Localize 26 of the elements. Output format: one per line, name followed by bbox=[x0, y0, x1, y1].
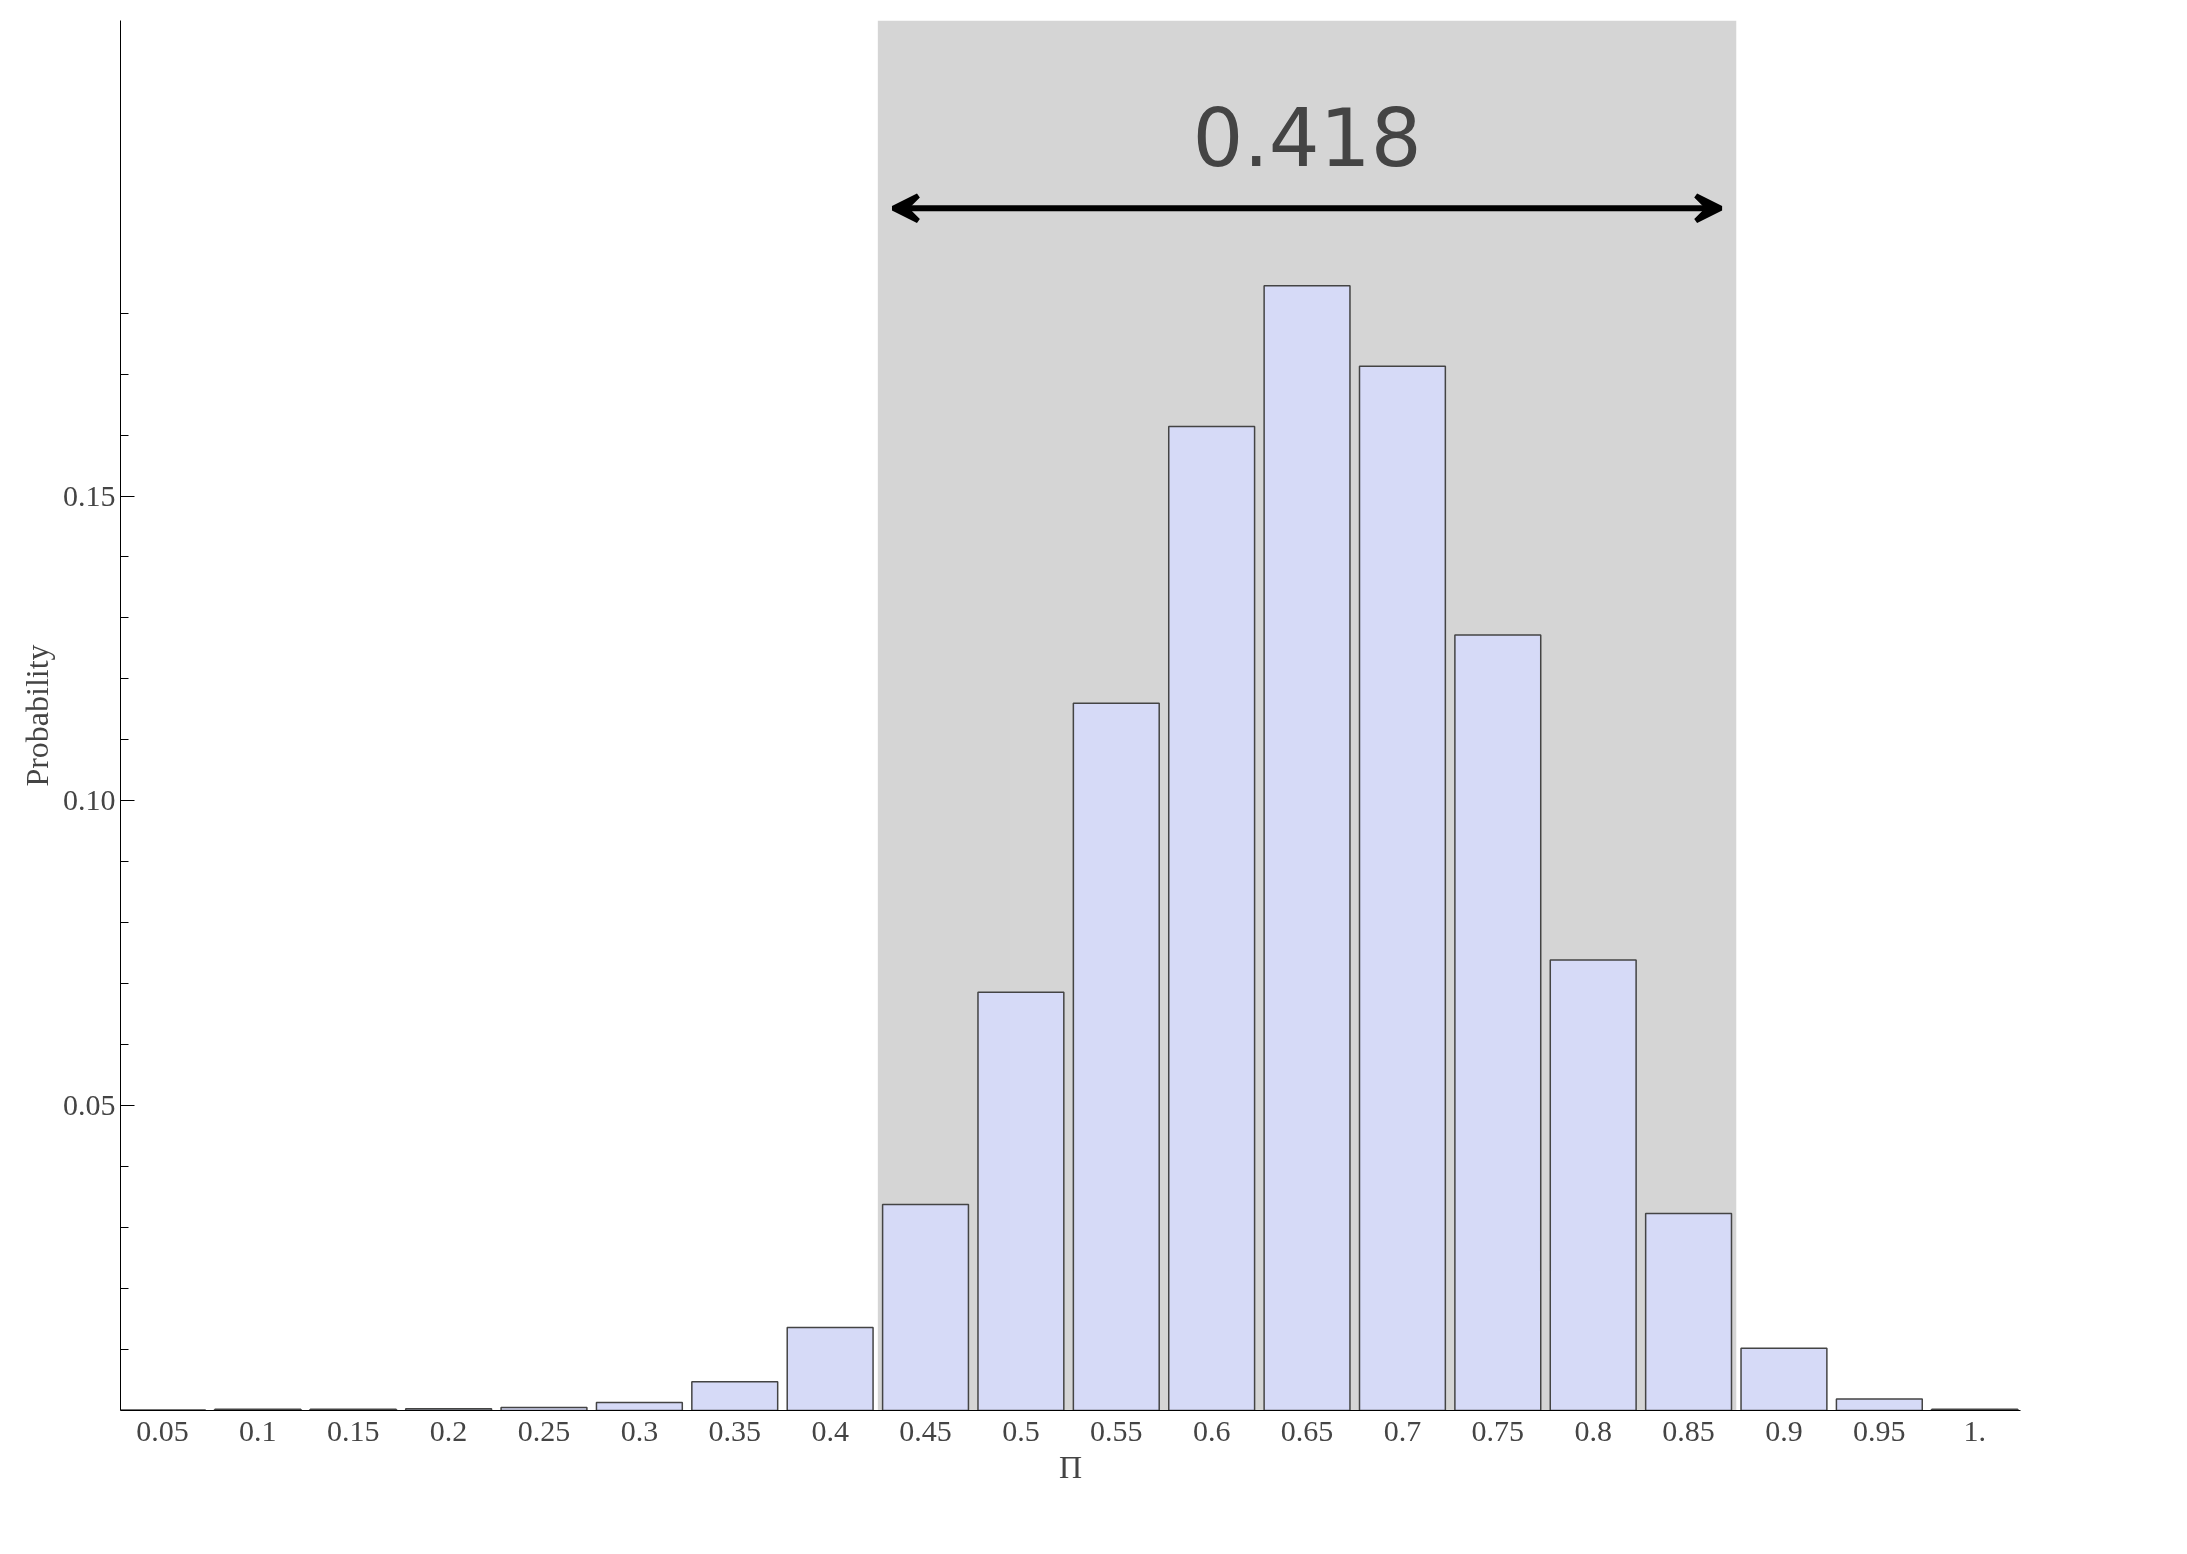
y-axis-title: Probability bbox=[19, 644, 55, 787]
x-tick-label: 0.2 bbox=[429, 1413, 468, 1447]
x-axis-title: Π bbox=[1058, 1448, 1083, 1485]
x-tick-label: 0.5 bbox=[1002, 1413, 1040, 1447]
x-tick-label: 0.65 bbox=[1280, 1413, 1334, 1447]
x-tick-label: 0.8 bbox=[1574, 1413, 1612, 1447]
y-tick-label: 0.10 bbox=[63, 783, 116, 817]
x-tick-label: 0.05 bbox=[136, 1413, 189, 1447]
x-tick-label: 0.75 bbox=[1471, 1413, 1525, 1447]
x-tick-label: 0.3 bbox=[620, 1413, 659, 1447]
x-tick-label: 0.55 bbox=[1090, 1413, 1143, 1447]
x-tick-label: 0.15 bbox=[326, 1413, 380, 1447]
y-tick-label: 0.15 bbox=[63, 478, 116, 512]
x-tick-label: 0.4 bbox=[811, 1413, 849, 1447]
band-label: 0.418 bbox=[1192, 92, 1422, 186]
y-tick-label: 0.05 bbox=[63, 1088, 116, 1122]
x-tick-label: 0.7 bbox=[1383, 1413, 1422, 1447]
x-tick-label: 0.9 bbox=[1765, 1413, 1803, 1447]
x-tick-label: 1. bbox=[1963, 1413, 1986, 1447]
x-tick-label: 0.35 bbox=[708, 1413, 762, 1447]
x-tick-label: 0.25 bbox=[517, 1413, 571, 1447]
x-tick-label: 0.85 bbox=[1662, 1413, 1715, 1447]
x-tick-label: 0.95 bbox=[1853, 1413, 1906, 1447]
x-tick-label: 0.45 bbox=[899, 1413, 952, 1447]
x-tick-label: 0.6 bbox=[1192, 1413, 1231, 1447]
x-tick-label: 0.1 bbox=[239, 1413, 277, 1447]
